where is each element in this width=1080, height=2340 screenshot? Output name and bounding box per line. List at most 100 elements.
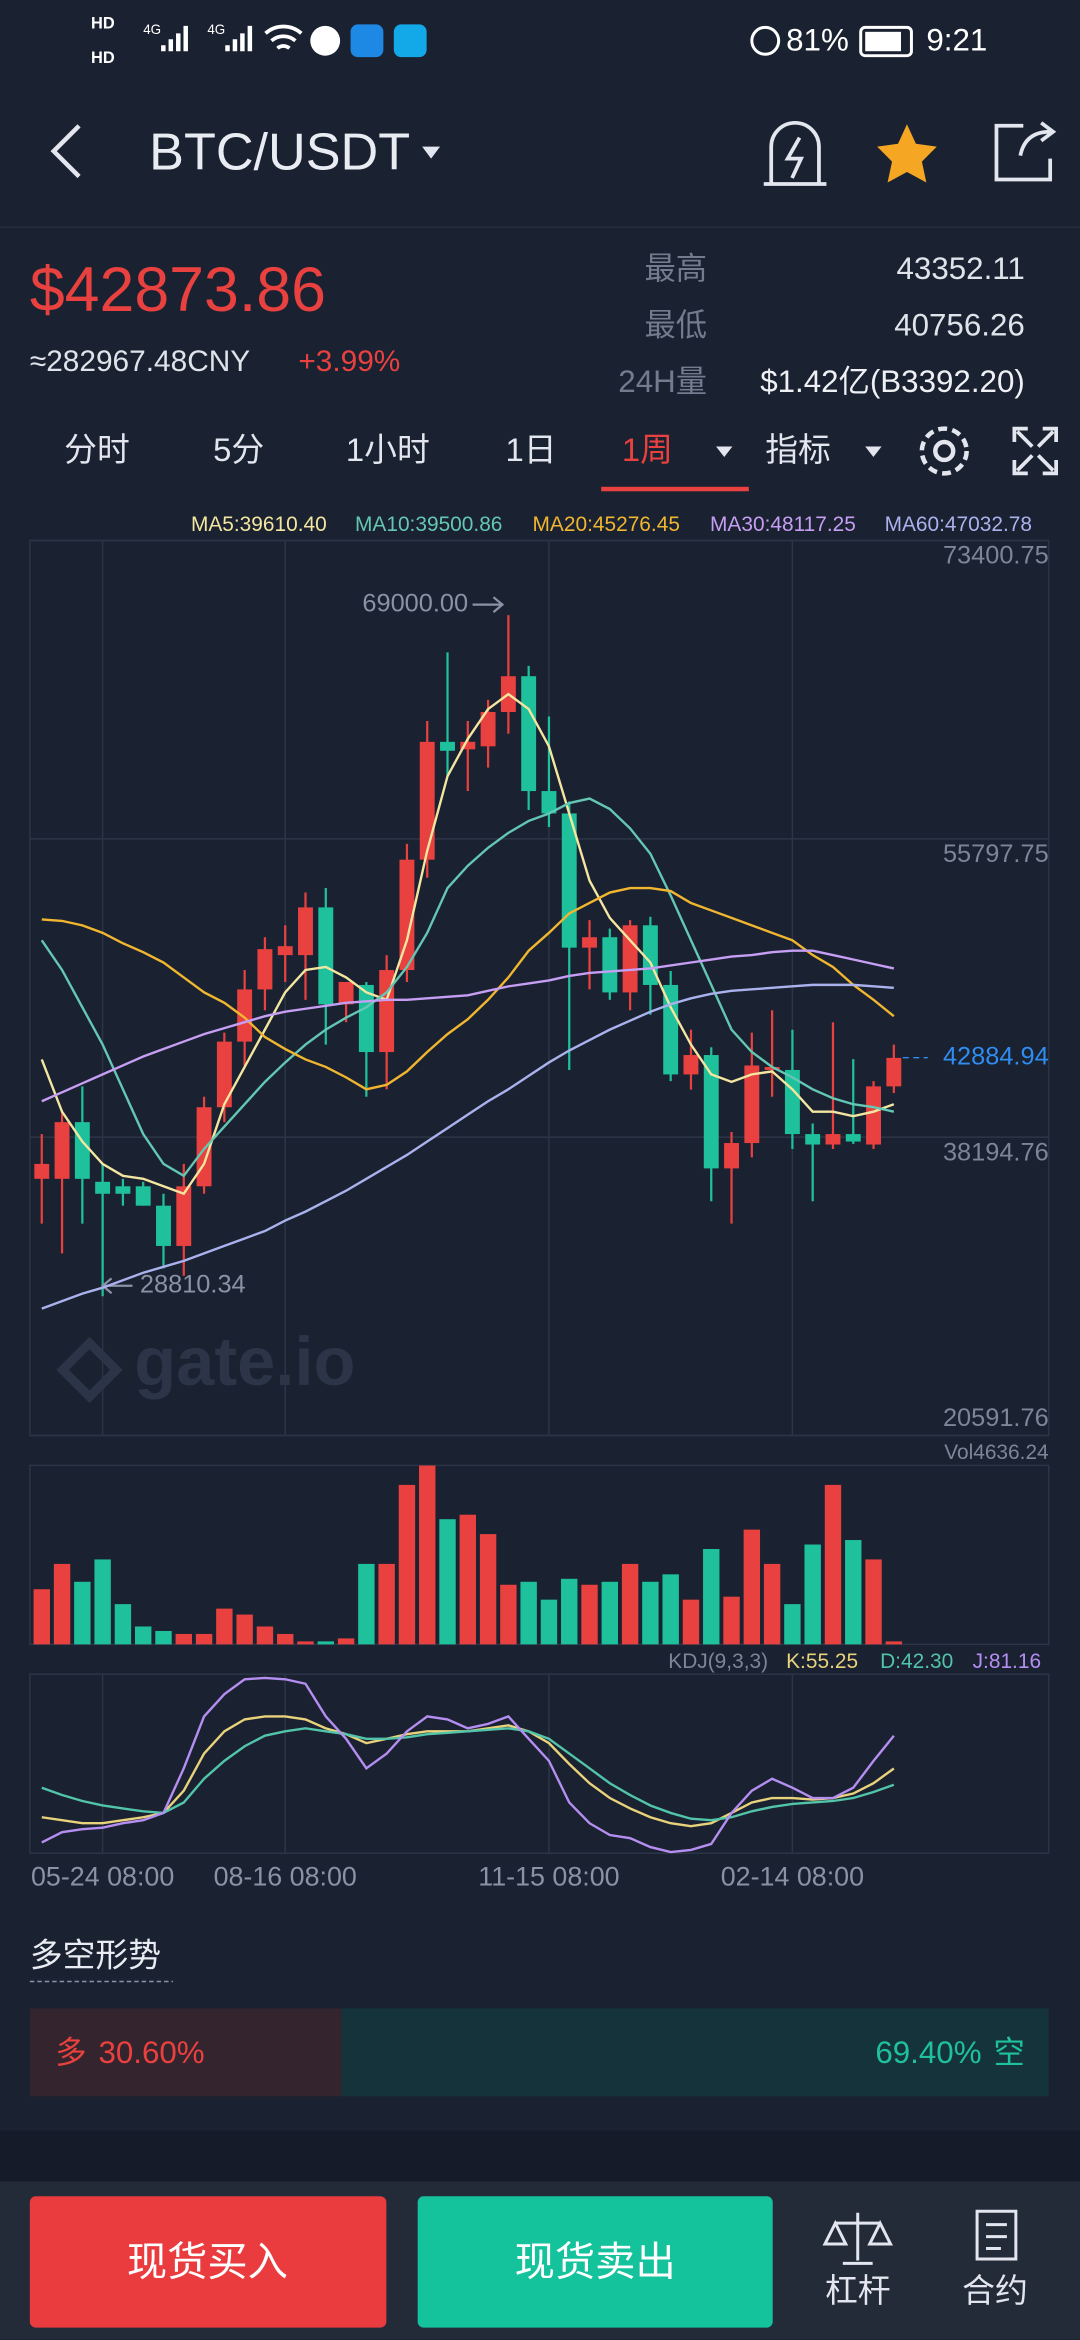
back-button[interactable] [50,124,81,179]
candle-body [419,741,435,860]
legend-label: J:81.16 [973,1650,1041,1673]
stat-value: 40756.26 [894,307,1025,342]
battery-percent: 81% [786,23,849,58]
volume-bar [682,1599,700,1645]
volume-bar [297,1641,314,1645]
volume-bar [358,1563,375,1645]
tab-label[interactable]: 1周 [622,431,673,468]
candle-body [298,907,313,956]
candle-body [115,1186,131,1194]
candle-body [683,1055,699,1075]
buy-label[interactable]: 现货买入 [127,2240,288,2285]
volume-panel [29,1464,1050,1646]
fullscreen-button[interactable] [1012,426,1058,476]
tab-label[interactable]: 5分 [213,431,264,468]
volume-bar [845,1540,862,1645]
stat-value: $1.42亿(B3392.20) [760,364,1025,399]
legend-label: MA5:39610.40 [191,513,327,536]
volume-bar [763,1563,781,1645]
margin-label[interactable]: 杠杆 [825,2272,891,2309]
volume-bar [621,1563,639,1645]
volume-bar [175,1633,192,1645]
candle-body [866,1086,882,1145]
volume-bar [155,1630,172,1645]
volume-bar [500,1584,517,1645]
volume-bar [784,1604,801,1645]
tab-label[interactable]: 指标 [765,431,831,468]
tab-label[interactable]: 1日 [506,431,557,468]
legend-label: MA30:48117.25 [710,513,856,536]
share-button[interactable] [994,121,1057,182]
candle-body [74,1122,90,1179]
status-bar: HD HD 4G 4G 81% 9:21 [91,15,987,67]
volume-bar [256,1626,274,1645]
kdj-panel [29,1673,1050,1854]
candle-body [176,1186,192,1246]
candle-body [237,989,253,1042]
candle-body [541,791,557,814]
candle-body [216,1041,232,1108]
long-value: 30.60% [98,2035,204,2070]
candle-body [886,1057,902,1087]
sell-label[interactable]: 现货卖出 [515,2240,676,2285]
clock: 9:21 [926,23,987,58]
y-tick-label: 20591.76 [943,1404,1049,1432]
stat-label: 24H量 [618,364,707,399]
pair-dropdown[interactable] [422,146,441,159]
candle-body [95,1181,111,1194]
battery-icon [859,25,913,58]
app-icon [350,24,384,58]
volume-bar [337,1638,355,1645]
ma-line [41,983,894,1310]
ticker-stats: 最高 43352.11 最低 40756.26 24H量 $1.42亿(B339… [618,251,1025,399]
volume-bar [642,1581,659,1645]
volume-bar [317,1641,334,1645]
legend-label: D:42.30 [880,1650,953,1673]
settings-button[interactable] [919,426,969,476]
volume-bar [601,1581,619,1645]
watermark: gate.io [134,1323,355,1400]
candle-body [744,1065,760,1144]
volume-bar [216,1608,233,1645]
volume-bar [581,1584,598,1645]
contract-label[interactable]: 合约 [962,2272,1028,2309]
x-tick-label: 02-14 08:00 [721,1862,864,1892]
margin-icon[interactable] [822,2212,893,2265]
pair-title[interactable]: BTC/USDT [149,123,410,181]
candle-body [399,859,415,971]
volume-bar [459,1514,477,1645]
volume-bar [804,1544,821,1645]
contract-icon[interactable] [975,2209,1018,2261]
tab-label[interactable]: 分时 [64,431,130,468]
kdj-line [41,1727,895,1822]
signal-icon [161,25,253,52]
ma-line [41,886,895,1091]
volume-bar [94,1559,111,1645]
volume-bar [114,1604,132,1645]
separator [0,2130,1080,2182]
sell-button[interactable] [417,2196,773,2328]
legend-label: MA60:47032.78 [885,513,1032,536]
tab-label[interactable]: 1小时 [346,431,430,468]
volume-bar [824,1484,842,1645]
candle-body [196,1107,212,1187]
favorite-button[interactable] [877,124,937,183]
stat-label: 最高 [644,251,707,286]
alert-button[interactable] [763,121,827,186]
volume-bar [561,1578,578,1645]
volume-bar [865,1559,882,1645]
app-icon [393,24,427,58]
app-icon [310,25,341,56]
candle-body [480,712,496,747]
volume-bar [540,1599,558,1645]
buy-button[interactable] [29,2196,387,2328]
volume-bar [743,1529,761,1645]
wifi-icon [264,24,303,50]
candle-body [561,813,577,948]
candle-body [318,907,334,1005]
volume-bar [885,1641,903,1645]
legend-label: MA10:39500.86 [355,513,502,536]
y-tick-label: 73400.75 [943,542,1049,570]
